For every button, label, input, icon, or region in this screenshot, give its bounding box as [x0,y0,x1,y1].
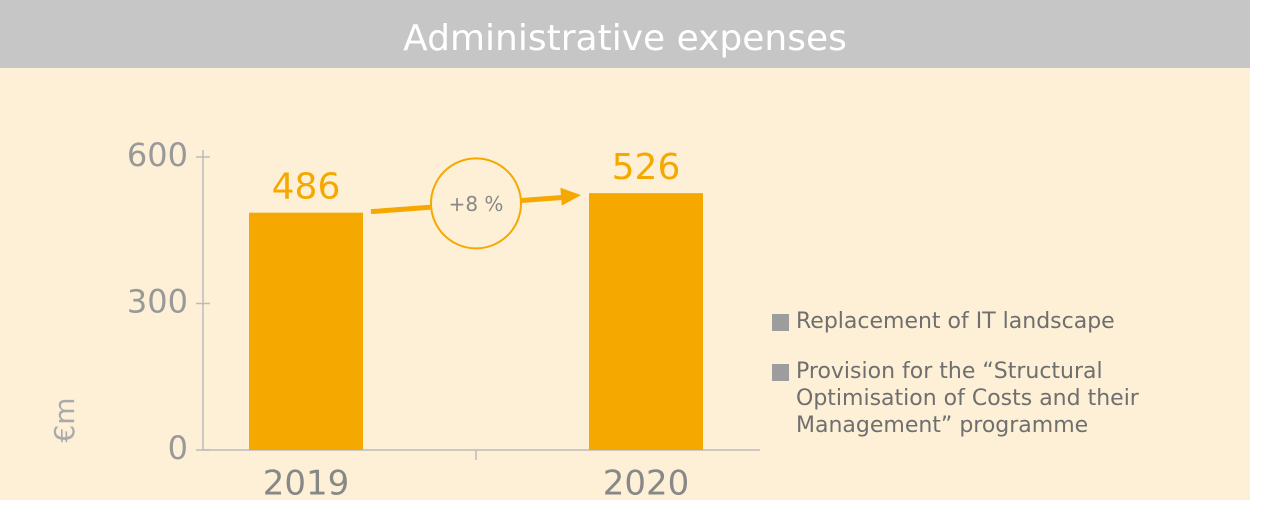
title-bar [0,0,1250,68]
y-tick-label: 300 [127,283,188,321]
legend-label: Replacement of IT landscape [796,309,1115,334]
chart-title: Administrative expenses [403,18,847,59]
data-label: 526 [612,147,681,188]
y-tick-label: 600 [127,136,188,174]
y-tick-label: 0 [168,429,188,467]
bar [589,193,703,451]
y-axis-label: €m [48,397,81,442]
legend-swatch [772,314,789,331]
change-label: +8 % [449,192,504,216]
legend-label: Provision for the “Structural Optimisati… [796,359,1139,438]
x-tick-label: 2020 [603,464,690,504]
arrow-head [560,187,581,206]
legend-swatch [772,364,789,381]
bar [249,212,363,450]
legend-item: Provision for the “Structural Optimisati… [772,358,1176,439]
change-circle [430,157,522,250]
data-label: 486 [272,167,341,208]
x-tick-label: 2019 [263,464,350,504]
legend-item: Replacement of IT landscape [772,308,1176,335]
